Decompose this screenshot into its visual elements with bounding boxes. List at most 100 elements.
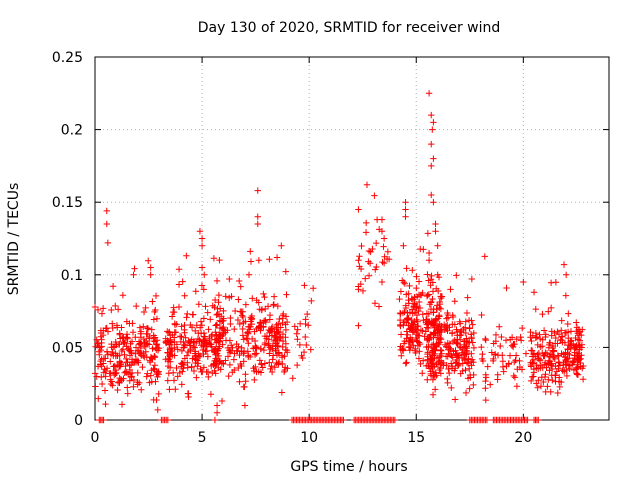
data-point <box>111 371 118 379</box>
data-point <box>185 393 192 401</box>
data-point <box>446 324 453 331</box>
data-point <box>552 279 560 286</box>
data-point <box>278 389 286 396</box>
data-point <box>178 360 185 367</box>
data-point <box>144 325 152 332</box>
data-point <box>202 303 209 310</box>
data-point <box>558 378 565 386</box>
data-point <box>176 332 184 340</box>
data-point <box>434 271 441 278</box>
data-point <box>544 383 551 390</box>
data-point <box>424 291 431 299</box>
data-point <box>226 349 234 356</box>
data-point <box>560 351 567 358</box>
data-point <box>245 271 253 278</box>
data-point <box>405 296 412 304</box>
data-point <box>402 206 409 213</box>
data-point <box>513 382 521 390</box>
data-point <box>408 295 415 302</box>
data-point <box>424 335 431 343</box>
data-point <box>236 351 243 359</box>
data-point <box>457 331 465 339</box>
data-point <box>453 350 461 357</box>
data-point <box>436 300 444 308</box>
data-point <box>116 331 123 338</box>
data-point <box>407 324 415 332</box>
data-point <box>378 216 386 223</box>
data-point <box>283 291 290 298</box>
data-point <box>252 363 259 371</box>
data-point <box>250 345 257 352</box>
data-point <box>428 341 436 349</box>
data-point <box>123 359 131 366</box>
data-point <box>563 372 571 380</box>
data-point <box>251 351 259 358</box>
data-point <box>174 346 181 353</box>
data-point <box>409 329 416 336</box>
data-point <box>380 243 387 250</box>
data-point <box>254 187 261 194</box>
data-point <box>415 355 423 362</box>
data-point <box>98 380 106 388</box>
data-point <box>434 341 442 348</box>
data-point <box>429 295 436 303</box>
data-point <box>230 356 238 363</box>
data-point <box>231 325 238 333</box>
data-point <box>517 333 524 341</box>
data-point <box>411 321 419 328</box>
data-point <box>148 367 155 374</box>
data-point <box>416 340 424 348</box>
data-point <box>183 252 190 259</box>
data-point <box>424 376 431 383</box>
data-point <box>502 337 510 344</box>
data-point <box>445 369 453 377</box>
data-point <box>534 351 541 358</box>
data-point <box>576 342 583 350</box>
data-point <box>234 316 242 324</box>
data-point <box>518 366 526 373</box>
data-point <box>182 334 189 341</box>
data-point <box>482 336 489 344</box>
data-point <box>215 358 223 365</box>
data-point <box>435 336 442 343</box>
data-point <box>257 345 265 353</box>
data-point <box>216 305 224 312</box>
data-point <box>405 315 412 322</box>
data-point <box>432 228 439 235</box>
data-point <box>479 357 487 365</box>
data-point <box>187 345 194 353</box>
data-point <box>151 354 159 361</box>
data-point <box>192 348 199 355</box>
data-point <box>570 366 578 374</box>
data-point <box>303 341 310 349</box>
data-point <box>355 206 362 213</box>
data-point <box>194 363 201 370</box>
data-point <box>429 288 437 295</box>
data-point <box>378 278 386 286</box>
data-point <box>106 370 113 377</box>
data-point <box>212 370 219 377</box>
data-point <box>266 256 273 263</box>
data-point <box>452 365 459 372</box>
data-point <box>270 352 277 359</box>
data-point <box>212 346 219 353</box>
data-point <box>236 277 243 285</box>
data-point <box>97 346 105 354</box>
data-point <box>557 337 565 344</box>
data-point <box>430 309 437 316</box>
data-point <box>181 329 188 336</box>
data-point <box>358 242 365 250</box>
data-point <box>253 350 260 357</box>
data-point <box>109 324 116 332</box>
data-point <box>404 331 411 338</box>
data-points <box>91 90 587 424</box>
data-point <box>124 335 131 342</box>
data-point <box>542 388 549 396</box>
data-point <box>191 344 198 351</box>
data-point <box>273 254 281 261</box>
data-point <box>413 316 420 324</box>
data-point <box>253 368 260 376</box>
data-point <box>115 363 123 370</box>
data-point <box>112 370 119 377</box>
data-point <box>579 365 586 372</box>
